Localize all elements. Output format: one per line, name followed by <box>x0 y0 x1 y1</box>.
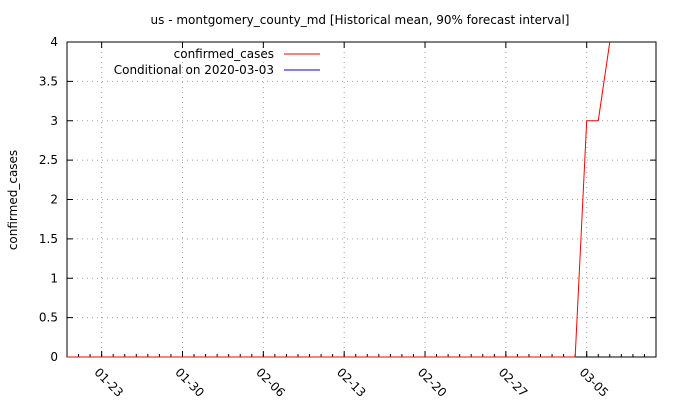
legend-label: confirmed_cases <box>174 47 274 61</box>
y-tick-label: 2 <box>50 193 58 207</box>
y-axis-label: confirmed_cases <box>6 150 20 250</box>
y-tick-labels: 0 0.5 1 1.5 2 2.5 3 3.5 4 <box>39 35 58 364</box>
legend-label: Conditional on 2020-03-03 <box>114 63 274 77</box>
x-tick-label: 02-20 <box>415 365 450 400</box>
y-tick-label: 1.5 <box>39 232 58 246</box>
chart-title: us - montgomery_county_md [Historical me… <box>151 13 570 27</box>
series-line-confirmed-cases <box>67 41 611 358</box>
grid-lines <box>67 42 656 357</box>
y-tick-label: 1 <box>50 271 58 285</box>
y-tick-label: 0 <box>50 350 58 364</box>
x-tick-label: 01-23 <box>92 365 127 400</box>
x-tick-label: 02-06 <box>253 365 288 400</box>
legend: confirmed_cases Conditional on 2020-03-03 <box>114 47 320 77</box>
y-tick-label: 0.5 <box>39 311 58 325</box>
x-tick-label: 02-27 <box>496 365 531 400</box>
y-tick-label: 2.5 <box>39 153 58 167</box>
y-tick-label: 4 <box>50 35 58 49</box>
y-tick-label: 3 <box>50 114 58 128</box>
y-tick-label: 3.5 <box>39 74 58 88</box>
x-tick-label: 03-05 <box>577 365 612 400</box>
x-tick-label: 02-13 <box>334 365 369 400</box>
series-layer <box>67 41 611 358</box>
x-tick-label: 01-30 <box>172 365 207 400</box>
x-tick-labels: 01-23 01-30 02-06 02-13 02-20 02-27 03-05 <box>92 365 612 400</box>
